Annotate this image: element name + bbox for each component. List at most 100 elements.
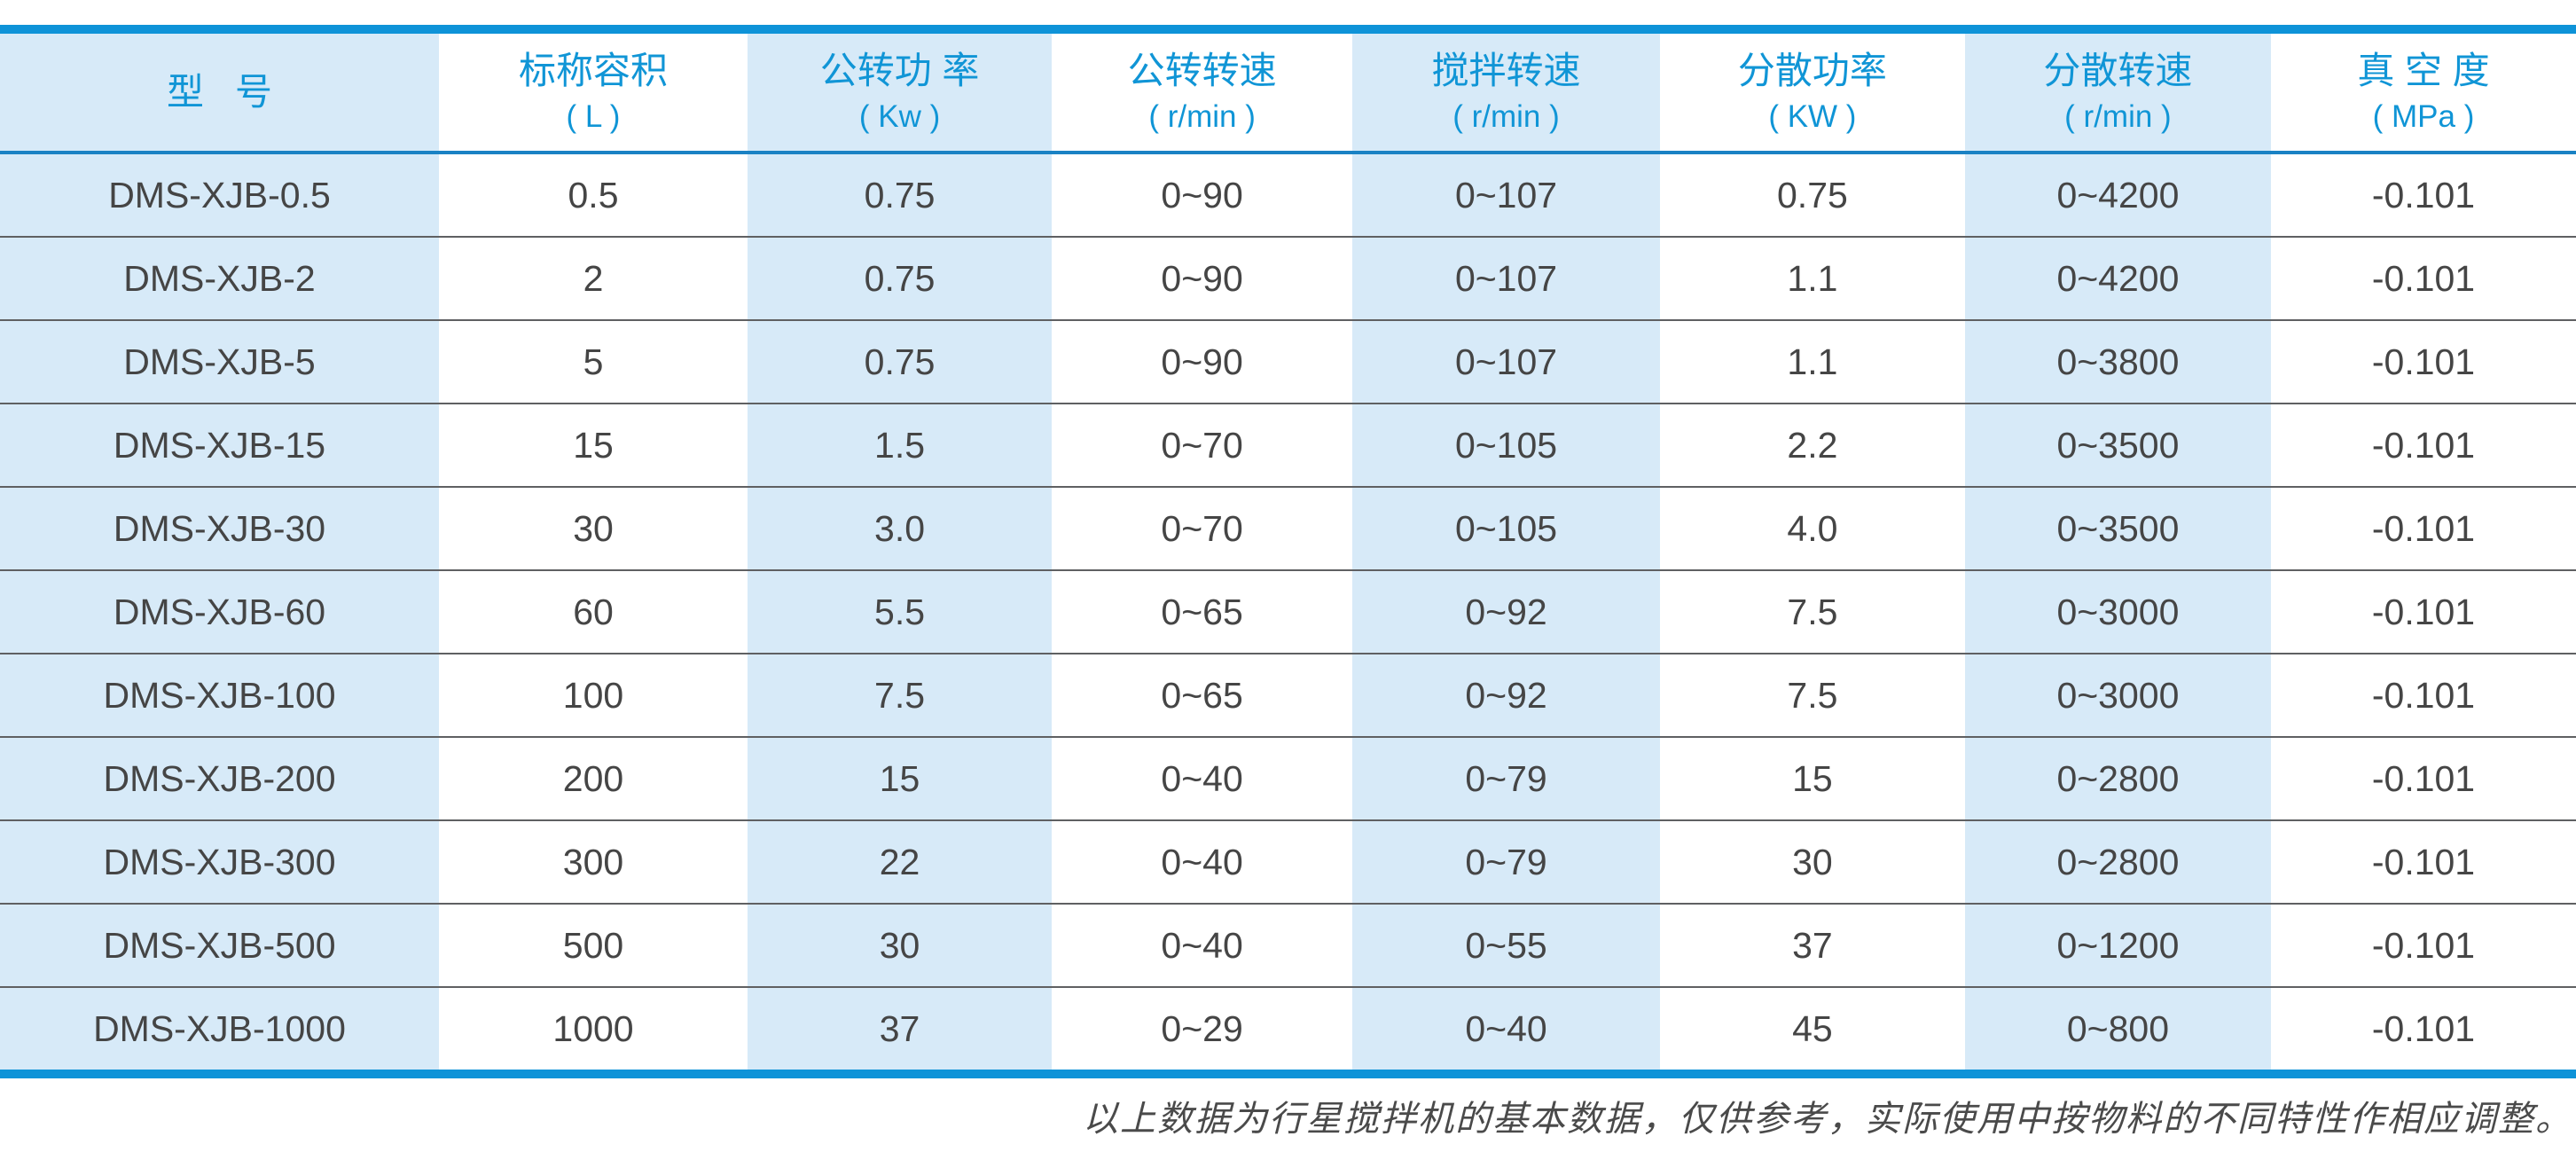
value-cell: 0~79 xyxy=(1352,736,1660,820)
value-cell: 0~2800 xyxy=(1964,819,2271,904)
value-cell: 45 xyxy=(1659,986,1965,1074)
table-row: DMS-XJB-0.5 0.5 0.75 0~90 0~107 0.75 0~4200 -0.… xyxy=(0,153,2576,237)
footnote: 以上数据为行星搅拌机的基本数据，仅供参考，实际使用中按物料的不同特性作相应调整。 xyxy=(1083,1098,2572,1139)
table-row: DMS-XJB-2 2 0.75 0~90 0~107 1.1 0~4200 -0.101 xyxy=(0,236,2576,320)
column-unit: ( KW ) xyxy=(1768,99,1857,135)
value-cell: 0~40 xyxy=(1052,819,1353,904)
column-unit: ( MPa ) xyxy=(2372,99,2475,135)
column-header-revolution-power: 公转功 率 ( Kw ) xyxy=(748,29,1053,154)
value-cell: 0~90 xyxy=(1161,174,1243,216)
value-cell: 37 xyxy=(748,986,1053,1074)
value-cell: 0~70 xyxy=(1052,403,1353,487)
value-cell: 0~90 xyxy=(1052,236,1353,320)
value-cell: 30 xyxy=(439,486,748,570)
value-cell: 15 xyxy=(1659,736,1965,820)
column-label: 标称容积 xyxy=(519,49,669,91)
column-label: 真 空 度 xyxy=(2357,49,2490,91)
value-cell: -0.101 xyxy=(2270,569,2576,654)
value-cell: 0~107 xyxy=(1352,319,1660,404)
value-cell: 0~4200 xyxy=(1964,236,2271,320)
value-cell: 37 xyxy=(1659,903,1965,987)
model-cell: DMS-XJB-500 xyxy=(0,903,439,987)
value-cell: 0~3000 xyxy=(1964,569,2271,654)
value-cell: 7.5 xyxy=(1659,653,1965,737)
table-row: DMS-XJB-200 200 15 0~40 0~79 15 0~2800 -0.101 xyxy=(0,736,2576,820)
model-cell: DMS-XJB-2 xyxy=(0,236,439,320)
value-cell: 1.1 xyxy=(1659,236,1965,320)
header-row: 型 号 标称容积( L ) 公转功 率( Kw ) 公转转速( r/min ) … xyxy=(0,29,2576,154)
value-cell: 15 xyxy=(748,736,1053,820)
value-cell: 2 xyxy=(439,236,748,320)
value-cell: 0~3000 xyxy=(1964,653,2271,737)
value-cell: 0.75 xyxy=(748,236,1053,320)
value-cell: 30 xyxy=(1659,819,1965,904)
value-cell: 0~1200 xyxy=(1964,903,2271,987)
column-header-nominal-volume: 标称容积 ( L ) xyxy=(439,29,748,154)
column-header-dispersing-power: 分散功率 ( KW ) xyxy=(1659,29,1965,154)
table-body: DMS-XJB-0.5 0.5 0.75 0~90 0~107 0.75 0~4200 -0.… xyxy=(0,153,2576,1074)
model-cell: DMS-XJB-200 xyxy=(0,736,439,820)
value-cell: -0.101 xyxy=(2270,486,2576,570)
value-cell: -0.101 xyxy=(2270,653,2576,737)
value-cell: 7.5 xyxy=(748,653,1053,737)
value-cell: 4.0 xyxy=(1659,486,1965,570)
value-cell: 30 xyxy=(748,903,1053,987)
value-cell: 0~105 xyxy=(1352,486,1660,570)
table-row: DMS-XJB-5 5 0.75 0~90 0~107 1.1 0~3800 -0.101 xyxy=(0,319,2576,404)
model-cell: DMS-XJB-0.5 xyxy=(108,174,331,216)
value-cell: 0.75 xyxy=(1777,174,1848,216)
model-cell: DMS-XJB-5 xyxy=(0,319,439,404)
value-cell: 0~3500 xyxy=(1964,403,2271,487)
value-cell: 1000 xyxy=(439,986,748,1074)
table-row: DMS-XJB-100 100 7.5 0~65 0~92 7.5 0~3000 -0.101 xyxy=(0,653,2576,737)
value-cell: -0.101 xyxy=(2270,819,2576,904)
value-cell: -0.101 xyxy=(2270,903,2576,987)
model-cell: DMS-XJB-30 xyxy=(0,486,439,570)
column-unit: ( r/min ) xyxy=(1148,99,1256,135)
column-label: 搅拌转速 xyxy=(1431,49,1581,91)
table-row: DMS-XJB-30 30 3.0 0~70 0~105 4.0 0~3500 -0.101 xyxy=(0,486,2576,570)
value-cell: 0~800 xyxy=(1964,986,2271,1074)
value-cell: 0~40 xyxy=(1052,903,1353,987)
value-cell: 7.5 xyxy=(1659,569,1965,654)
column-unit: ( L ) xyxy=(566,99,621,135)
table-row: DMS-XJB-500 500 30 0~40 0~55 37 0~1200 -0.101 xyxy=(0,903,2576,987)
column-label: 分散转速 xyxy=(2043,49,2193,91)
column-label: 型 号 xyxy=(166,70,272,113)
value-cell: 0~55 xyxy=(1352,903,1660,987)
value-cell: -0.101 xyxy=(2270,403,2576,487)
value-cell: 0~92 xyxy=(1352,653,1660,737)
column-header-dispersing-speed: 分散转速 ( r/min ) xyxy=(1964,29,2271,154)
table-row: DMS-XJB-300 300 22 0~40 0~79 30 0~2800 -0.101 xyxy=(0,819,2576,904)
value-cell: 5 xyxy=(439,319,748,404)
column-label: 公转功 率 xyxy=(819,49,980,91)
model-cell: DMS-XJB-1000 xyxy=(0,986,439,1074)
table-row: DMS-XJB-15 15 1.5 0~70 0~105 2.2 0~3500 -0.101 xyxy=(0,403,2576,487)
value-cell: 2.2 xyxy=(1659,403,1965,487)
value-cell: 1.1 xyxy=(1659,319,1965,404)
value-cell: 0~4200 xyxy=(2056,174,2180,216)
value-cell: 0.5 xyxy=(568,174,619,216)
value-cell: 60 xyxy=(439,569,748,654)
value-cell: -0.101 xyxy=(2270,736,2576,820)
value-cell: 100 xyxy=(439,653,748,737)
model-cell: DMS-XJB-300 xyxy=(0,819,439,904)
column-unit: ( r/min ) xyxy=(1452,99,1560,135)
value-cell: 15 xyxy=(439,403,748,487)
column-header-model: 型 号 xyxy=(0,29,439,154)
value-cell: -0.101 xyxy=(2270,986,2576,1074)
value-cell: 0~65 xyxy=(1052,653,1353,737)
table-header: 型 号 标称容积( L ) 公转功 率( Kw ) 公转转速( r/min ) … xyxy=(0,29,2576,154)
spec-table: 型 号 标称容积( L ) 公转功 率( Kw ) 公转转速( r/min ) … xyxy=(0,25,2576,1078)
value-cell: -0.101 xyxy=(2270,319,2576,404)
value-cell: 0~65 xyxy=(1052,569,1353,654)
column-header-revolution-speed: 公转转速 ( r/min ) xyxy=(1052,29,1353,154)
value-cell: 0.75 xyxy=(748,319,1053,404)
value-cell: 200 xyxy=(439,736,748,820)
value-cell: 5.5 xyxy=(748,569,1053,654)
model-cell: DMS-XJB-60 xyxy=(0,569,439,654)
model-cell: DMS-XJB-100 xyxy=(0,653,439,737)
value-cell: 0~70 xyxy=(1052,486,1353,570)
value-cell: 300 xyxy=(439,819,748,904)
